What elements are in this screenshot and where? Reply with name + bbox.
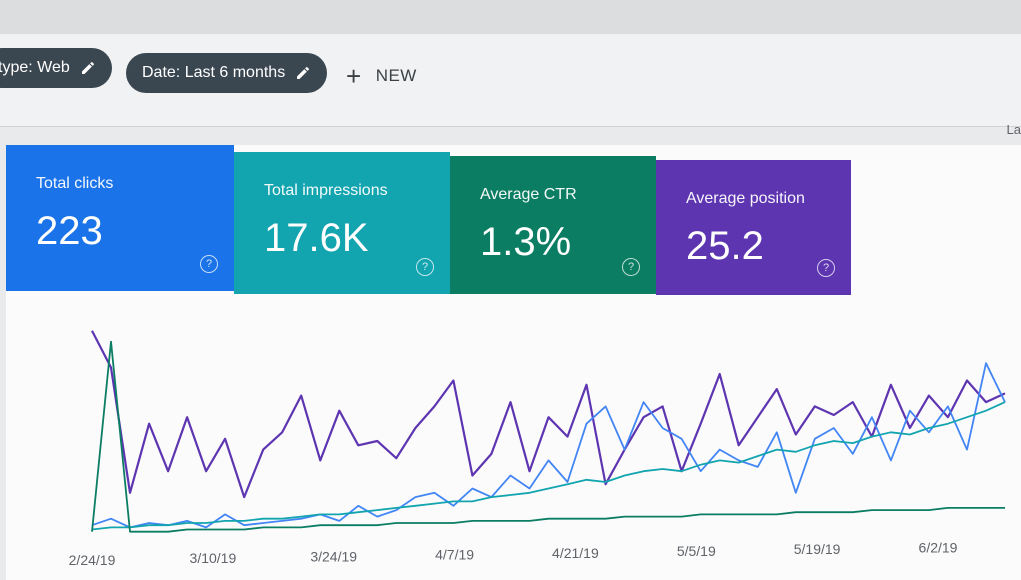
filter-chip-label: type: Web xyxy=(0,59,70,76)
metric-card-total-clicks[interactable]: Total clicks 223 ? xyxy=(6,145,234,291)
metric-value: 1.3% xyxy=(480,220,572,264)
x-tick-label: 4/7/19 xyxy=(435,547,474,563)
x-tick-label: 3/24/19 xyxy=(310,548,357,564)
help-circle-icon[interactable]: ? xyxy=(200,255,218,273)
metric-value: 25.2 xyxy=(686,224,764,268)
new-filter-button[interactable]: + NEW xyxy=(346,61,417,91)
filter-chip-type[interactable]: type: Web xyxy=(0,48,112,88)
pencil-icon[interactable] xyxy=(80,60,96,76)
filter-chip-date[interactable]: Date: Last 6 months xyxy=(126,53,328,93)
plus-icon: + xyxy=(346,61,362,91)
metric-card-total-impressions[interactable]: Total impressions 17.6K ? xyxy=(234,152,450,294)
x-tick-label: 6/2/19 xyxy=(919,539,958,555)
x-tick-label: 3/10/19 xyxy=(190,550,237,566)
series-line-1 xyxy=(91,362,1006,529)
series-line-2 xyxy=(91,401,1006,531)
performance-line-chart[interactable]: 2/24/19 3/10/19 3/24/19 4/7/19 4/21/19 5/5/19… xyxy=(0,300,1021,580)
metric-label: Total impressions xyxy=(264,182,388,199)
x-tick-label: 2/24/19 xyxy=(69,552,116,568)
x-tick-label: 5/5/19 xyxy=(677,543,716,559)
metric-card-average-ctr[interactable]: Average CTR 1.3% ? xyxy=(450,156,656,294)
pencil-icon[interactable] xyxy=(295,65,311,81)
help-circle-icon[interactable]: ? xyxy=(817,259,835,277)
metric-label: Average CTR xyxy=(480,186,577,203)
help-circle-icon[interactable]: ? xyxy=(622,258,640,276)
filter-chip-label: Date: Last 6 months xyxy=(142,64,286,81)
series-line-3 xyxy=(91,340,1005,533)
metric-label: Total clicks xyxy=(36,175,114,192)
truncated-label: La xyxy=(1006,122,1021,137)
browser-top-bar xyxy=(0,0,1021,34)
metric-card-average-position[interactable]: Average position 25.2 ? xyxy=(656,160,851,295)
metric-value: 223 xyxy=(36,209,103,253)
metric-value: 17.6K xyxy=(264,216,369,260)
x-tick-label: 5/19/19 xyxy=(794,541,841,557)
new-filter-label: NEW xyxy=(375,66,417,85)
metric-label: Average position xyxy=(686,190,805,207)
x-tick-label: 4/21/19 xyxy=(552,545,599,561)
help-circle-icon[interactable]: ? xyxy=(416,258,434,276)
series-line-0 xyxy=(91,330,1006,499)
